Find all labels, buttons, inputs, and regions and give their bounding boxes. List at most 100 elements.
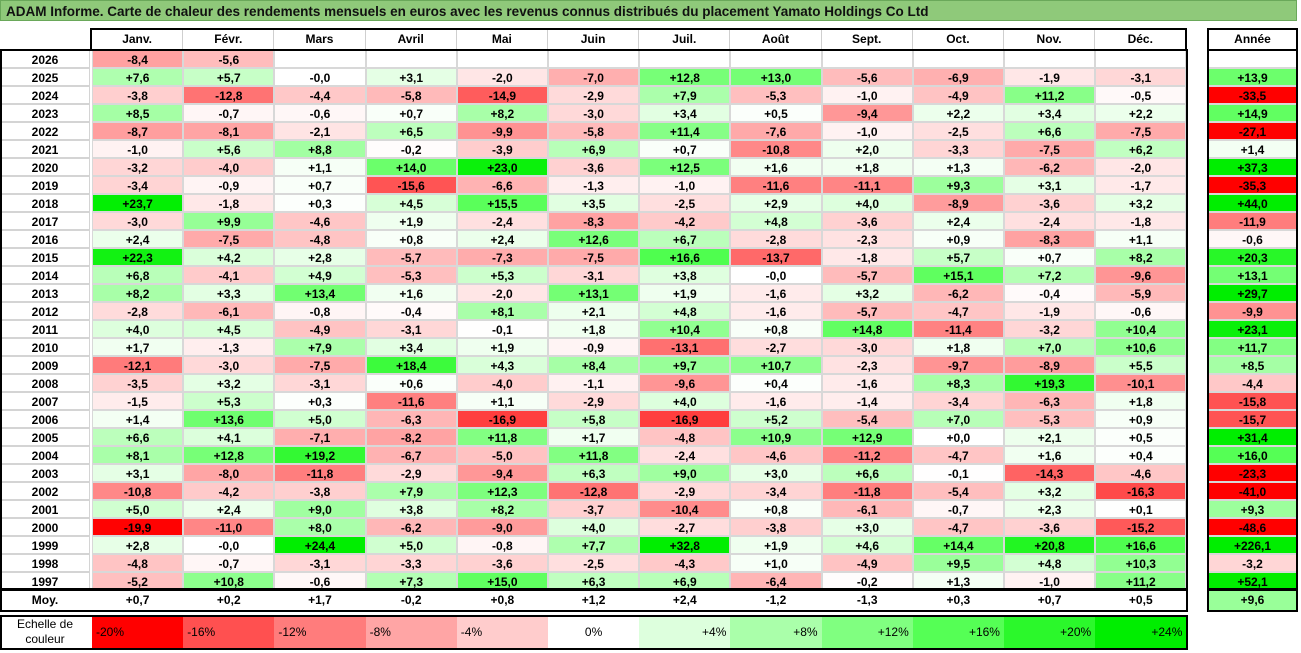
month-return-cell: -2,8 [730, 230, 822, 248]
year-label: 2017 [0, 212, 90, 230]
month-return-cell: -5,3 [365, 266, 457, 284]
month-return-cell: -5,3 [730, 86, 822, 104]
month-return-cell: -4,6 [274, 212, 366, 230]
month-return-cell: +3,0 [821, 518, 913, 536]
annual-return-cell: -4,4 [1208, 374, 1297, 392]
year-label: 2024 [0, 86, 90, 104]
month-return-cell: +14,8 [821, 320, 913, 338]
month-return-cell: +3,8 [639, 266, 731, 284]
month-return-cell: -14,3 [1004, 464, 1096, 482]
month-return-cell: -12,1 [92, 356, 184, 374]
month-return-cell: -3,6 [456, 554, 548, 572]
month-return-cell: +11,8 [548, 446, 640, 464]
month-return-cell: +2,2 [1095, 104, 1187, 122]
month-return-cell: -16,3 [1095, 482, 1187, 500]
month-return-cell: -3,0 [821, 338, 913, 356]
annual-return-cell: -15,7 [1208, 410, 1297, 428]
month-return-cell: -0,7 [183, 104, 275, 122]
month-return-cell: +7,7 [548, 536, 640, 554]
month-return-cell: +6,6 [92, 428, 184, 446]
annual-return-cell: -11,9 [1208, 212, 1297, 230]
month-return-cell: +2,9 [730, 194, 822, 212]
month-return-cell: +0,9 [1095, 410, 1187, 428]
month-return-cell: -11,4 [912, 320, 1004, 338]
month-return-cell: -4,0 [183, 158, 275, 176]
month-return-cell: -11,2 [821, 446, 913, 464]
annual-return-cell: +226,1 [1208, 536, 1297, 554]
annual-return-cell: +23,1 [1208, 320, 1297, 338]
month-return-cell: -3,9 [456, 140, 548, 158]
month-return-cell: -0,2 [365, 140, 457, 158]
month-return-cell: -3,1 [274, 554, 366, 572]
year-label: 2018 [0, 194, 90, 212]
month-return-cell: +7,0 [1004, 338, 1096, 356]
month-return-cell: +9,0 [274, 500, 366, 518]
month-return-cell: -0,8 [274, 302, 366, 320]
month-return-cell: -5,8 [365, 86, 457, 104]
month-return-cell: -5,6 [183, 50, 275, 68]
month-return-cell: +0,0 [912, 428, 1004, 446]
month-average-cell: +0,3 [912, 590, 1004, 611]
month-return-cell: +3,8 [365, 500, 457, 518]
month-return-cell: +7,9 [274, 338, 366, 356]
month-return-cell: +0,3 [274, 392, 366, 410]
month-return-cell: +9,3 [912, 176, 1004, 194]
month-return-cell: +12,8 [183, 446, 275, 464]
month-average-cell: +1,7 [274, 590, 366, 611]
month-return-cell: -9,4 [821, 104, 913, 122]
month-return-cell: +11,2 [1004, 86, 1096, 104]
month-return-cell: -5,4 [821, 410, 913, 428]
year-label: 2001 [0, 500, 90, 518]
month-return-cell: -3,1 [365, 320, 457, 338]
month-return-cell: +1,8 [1095, 392, 1187, 410]
month-return-cell: -4,3 [639, 554, 731, 572]
month-return-cell: -11,6 [365, 392, 457, 410]
month-return-cell: -11,1 [821, 176, 913, 194]
month-return-cell: -1,0 [821, 86, 913, 104]
month-return-cell: -2,5 [639, 194, 731, 212]
month-return-cell: -12,8 [548, 482, 640, 500]
month-return-cell: +0,7 [1004, 248, 1096, 266]
annual-return-cell: -0,6 [1208, 230, 1297, 248]
month-return-cell: +0,3 [274, 194, 366, 212]
month-average-cell: +1,2 [548, 590, 640, 611]
month-return-cell: -1,1 [548, 374, 640, 392]
month-return-cell: -8,0 [183, 464, 275, 482]
annual-return-cell: +44,0 [1208, 194, 1297, 212]
month-return-cell: -4,9 [274, 320, 366, 338]
month-header: Août [730, 29, 822, 50]
month-return-cell: -0,2 [821, 572, 913, 590]
month-return-cell: +11,8 [456, 428, 548, 446]
month-return-cell: -8,1 [183, 122, 275, 140]
month-return-cell: -8,3 [1004, 230, 1096, 248]
month-return-cell: +4,5 [183, 320, 275, 338]
month-return-cell: -1,3 [183, 338, 275, 356]
annual-return-cell: -9,9 [1208, 302, 1297, 320]
month-return-cell: +12,3 [456, 482, 548, 500]
month-return-cell: -2,4 [456, 212, 548, 230]
month-return-cell [365, 50, 457, 68]
year-label: 2023 [0, 104, 90, 122]
month-return-cell: +6,8 [92, 266, 184, 284]
month-return-cell: +3,3 [183, 284, 275, 302]
month-return-cell: -1,8 [1095, 212, 1187, 230]
month-return-cell: +3,1 [365, 68, 457, 86]
year-label: 2022 [0, 122, 90, 140]
month-return-cell: -3,0 [92, 212, 184, 230]
month-return-cell: +2,4 [912, 212, 1004, 230]
month-return-cell: -0,6 [274, 572, 366, 590]
month-header: Juin [548, 29, 640, 50]
month-return-cell: +6,7 [639, 230, 731, 248]
month-header: Déc. [1095, 29, 1187, 50]
year-label: 2015 [0, 248, 90, 266]
annual-return-cell: +11,7 [1208, 338, 1297, 356]
month-return-cell: -0,4 [1004, 284, 1096, 302]
month-return-cell: -5,3 [1004, 410, 1096, 428]
month-return-cell: -1,8 [183, 194, 275, 212]
month-return-cell: +13,4 [274, 284, 366, 302]
month-return-cell: +4,8 [730, 212, 822, 230]
year-label: 2010 [0, 338, 90, 356]
month-header: Avril [366, 29, 457, 50]
month-return-cell: +1,9 [639, 284, 731, 302]
month-return-cell: +12,6 [548, 230, 640, 248]
